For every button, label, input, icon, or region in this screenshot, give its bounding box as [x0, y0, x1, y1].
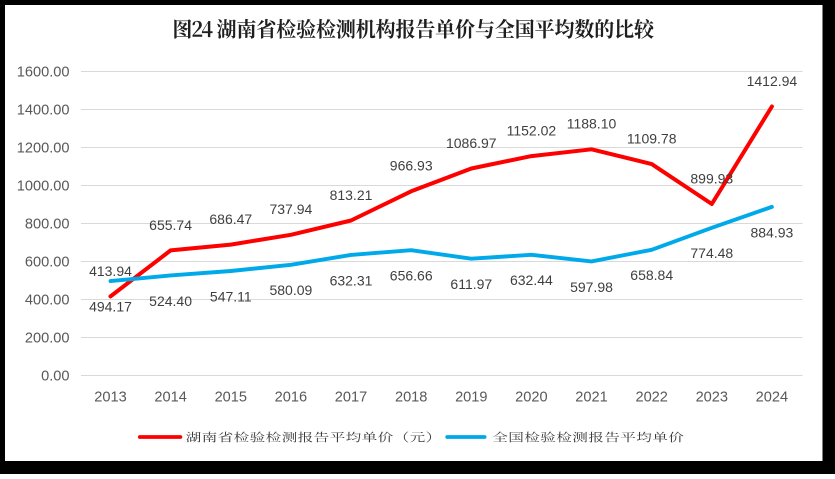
- svg-text:547.11: 547.11: [210, 288, 252, 304]
- svg-text:737.94: 737.94: [269, 201, 312, 217]
- svg-text:580.09: 580.09: [269, 282, 312, 298]
- svg-text:1000.00: 1000.00: [17, 179, 70, 195]
- svg-text:597.98: 597.98: [570, 279, 613, 295]
- svg-text:413.94: 413.94: [89, 263, 132, 279]
- svg-text:686.47: 686.47: [209, 211, 252, 227]
- svg-text:1412.94: 1412.94: [747, 73, 798, 89]
- svg-text:2019: 2019: [455, 390, 487, 406]
- svg-text:494.17: 494.17: [89, 299, 132, 315]
- svg-text:2024: 2024: [756, 390, 788, 406]
- svg-text:800.00: 800.00: [25, 217, 70, 233]
- svg-text:2018: 2018: [395, 390, 427, 406]
- svg-text:2016: 2016: [275, 390, 307, 406]
- svg-text:0.00: 0.00: [41, 369, 69, 385]
- svg-text:1188.10: 1188.10: [567, 116, 617, 132]
- svg-text:200.00: 200.00: [25, 331, 70, 347]
- svg-text:2022: 2022: [635, 390, 667, 406]
- svg-text:524.40: 524.40: [149, 293, 192, 309]
- svg-text:1600.00: 1600.00: [17, 65, 70, 81]
- svg-text:658.84: 658.84: [630, 267, 673, 283]
- svg-text:1152.02: 1152.02: [507, 123, 557, 139]
- svg-text:400.00: 400.00: [25, 293, 70, 309]
- svg-text:2017: 2017: [335, 390, 367, 406]
- svg-text:1109.78: 1109.78: [627, 131, 677, 147]
- svg-text:2014: 2014: [154, 390, 186, 406]
- svg-text:1086.97: 1086.97: [446, 135, 497, 151]
- svg-text:2020: 2020: [515, 390, 547, 406]
- svg-text:2013: 2013: [94, 390, 126, 406]
- svg-text:2023: 2023: [696, 390, 728, 406]
- svg-text:899.93: 899.93: [690, 170, 733, 186]
- svg-text:632.44: 632.44: [510, 272, 553, 288]
- svg-text:656.66: 656.66: [390, 268, 433, 284]
- svg-text:600.00: 600.00: [25, 255, 70, 271]
- svg-text:1200.00: 1200.00: [17, 141, 70, 157]
- svg-text:774.48: 774.48: [690, 245, 733, 261]
- svg-text:611.97: 611.97: [450, 276, 492, 292]
- svg-text:2021: 2021: [575, 390, 607, 406]
- svg-text:1400.00: 1400.00: [17, 103, 70, 119]
- svg-text:2015: 2015: [215, 390, 247, 406]
- svg-text:884.93: 884.93: [750, 224, 793, 240]
- svg-text:966.93: 966.93: [390, 158, 433, 174]
- svg-text:632.31: 632.31: [330, 272, 373, 288]
- svg-text:655.74: 655.74: [149, 217, 192, 233]
- svg-text:813.21: 813.21: [330, 187, 373, 203]
